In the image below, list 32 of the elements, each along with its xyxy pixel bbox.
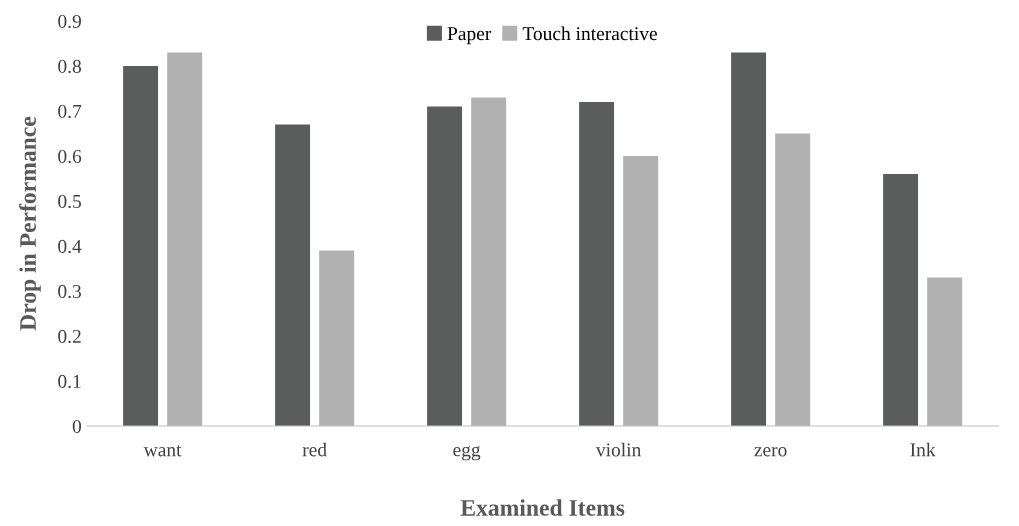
bar — [883, 174, 919, 427]
x-axis-title: Examined Items — [460, 499, 625, 516]
y-tick-label: 0 — [72, 419, 82, 433]
y-tick-label: 0.5 — [58, 194, 81, 209]
bar — [123, 66, 159, 427]
bar — [623, 156, 659, 427]
y-tick-label: 0.3 — [58, 284, 81, 299]
bar — [427, 106, 463, 427]
y-tick-label: 0.2 — [58, 329, 81, 344]
x-tick-label: zero — [754, 447, 787, 457]
y-tick-label: 0.8 — [58, 59, 82, 74]
bar — [579, 102, 615, 427]
x-tick-label: violin — [595, 442, 642, 457]
bar — [927, 277, 963, 427]
y-tick-label: 0.1 — [58, 374, 81, 389]
bar — [319, 250, 355, 427]
x-tick-label: egg — [453, 446, 481, 461]
y-tick-label: 0.7 — [58, 104, 82, 119]
y-tick-label: 0.4 — [58, 239, 82, 254]
legend-label: Touch interactive — [522, 26, 657, 41]
x-tick-label: Ink — [910, 442, 936, 457]
y-axis-title: Drop in Performance — [19, 116, 41, 331]
bar — [731, 52, 767, 427]
legend-label: Paper — [447, 27, 492, 45]
x-tick-label: want — [143, 445, 182, 457]
bar — [275, 124, 311, 427]
bar — [775, 133, 811, 427]
y-tick-label: 0.6 — [58, 149, 82, 164]
x-tick-label: red — [302, 442, 327, 457]
y-tick-label: 0.9 — [58, 14, 81, 29]
bar — [471, 97, 507, 427]
bar — [167, 52, 203, 427]
